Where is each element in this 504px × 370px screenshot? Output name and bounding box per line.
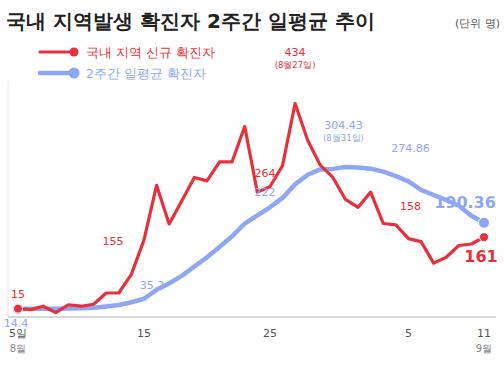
legend-marker (70, 48, 79, 57)
x-axis-line (8, 317, 496, 318)
data-label: 222 (254, 186, 275, 199)
annotation: (8월27일) (275, 60, 316, 70)
series-line (18, 104, 484, 313)
data-label: 158 (400, 200, 421, 213)
background (0, 0, 504, 370)
legend-marker (69, 68, 80, 79)
x-tick-label: 5 (405, 327, 412, 340)
x-tick-label: 25 (263, 327, 277, 340)
data-label: 274.86 (391, 142, 430, 155)
legend: 국내 지역 신규 확진자 2주간 일평균 확진자 (40, 45, 215, 81)
unit-label: (단위 명) (455, 17, 500, 30)
legend-label: 2주간 일평균 확진자 (86, 66, 206, 81)
end-marker (14, 304, 23, 313)
x-tick-label: 15 (137, 327, 151, 340)
title: 국내 지역발생 확진자 2주간 일평균 추이 (6, 9, 375, 33)
data-label: 434 (285, 46, 306, 59)
data-label: 190.36 (434, 193, 496, 212)
plot-area (13, 104, 490, 315)
data-label: 161 (464, 247, 497, 266)
chart: 국내 지역발생 확진자 2주간 일평균 추이(단위 명)5일1525511151… (0, 0, 504, 370)
data-label: 304.43 (324, 119, 363, 132)
data-label: 264 (254, 167, 275, 180)
end-marker (13, 303, 24, 314)
annotation: (8월31일) (323, 133, 364, 143)
end-marker (480, 233, 489, 242)
series-line (18, 167, 484, 309)
end-marker (479, 217, 490, 228)
data-label: 14.4 (4, 317, 29, 330)
annotation: 9월 (476, 343, 492, 354)
x-tick-label: 11 (477, 327, 491, 340)
data-label: 155 (102, 235, 123, 248)
y-axis-line (8, 81, 9, 316)
legend-label: 국내 지역 신규 확진자 (86, 45, 215, 60)
annotation: 8월 (10, 343, 26, 354)
data-label: 15 (11, 288, 25, 301)
data-label: 35.2 (140, 279, 165, 292)
legend-swatch (40, 50, 74, 53)
